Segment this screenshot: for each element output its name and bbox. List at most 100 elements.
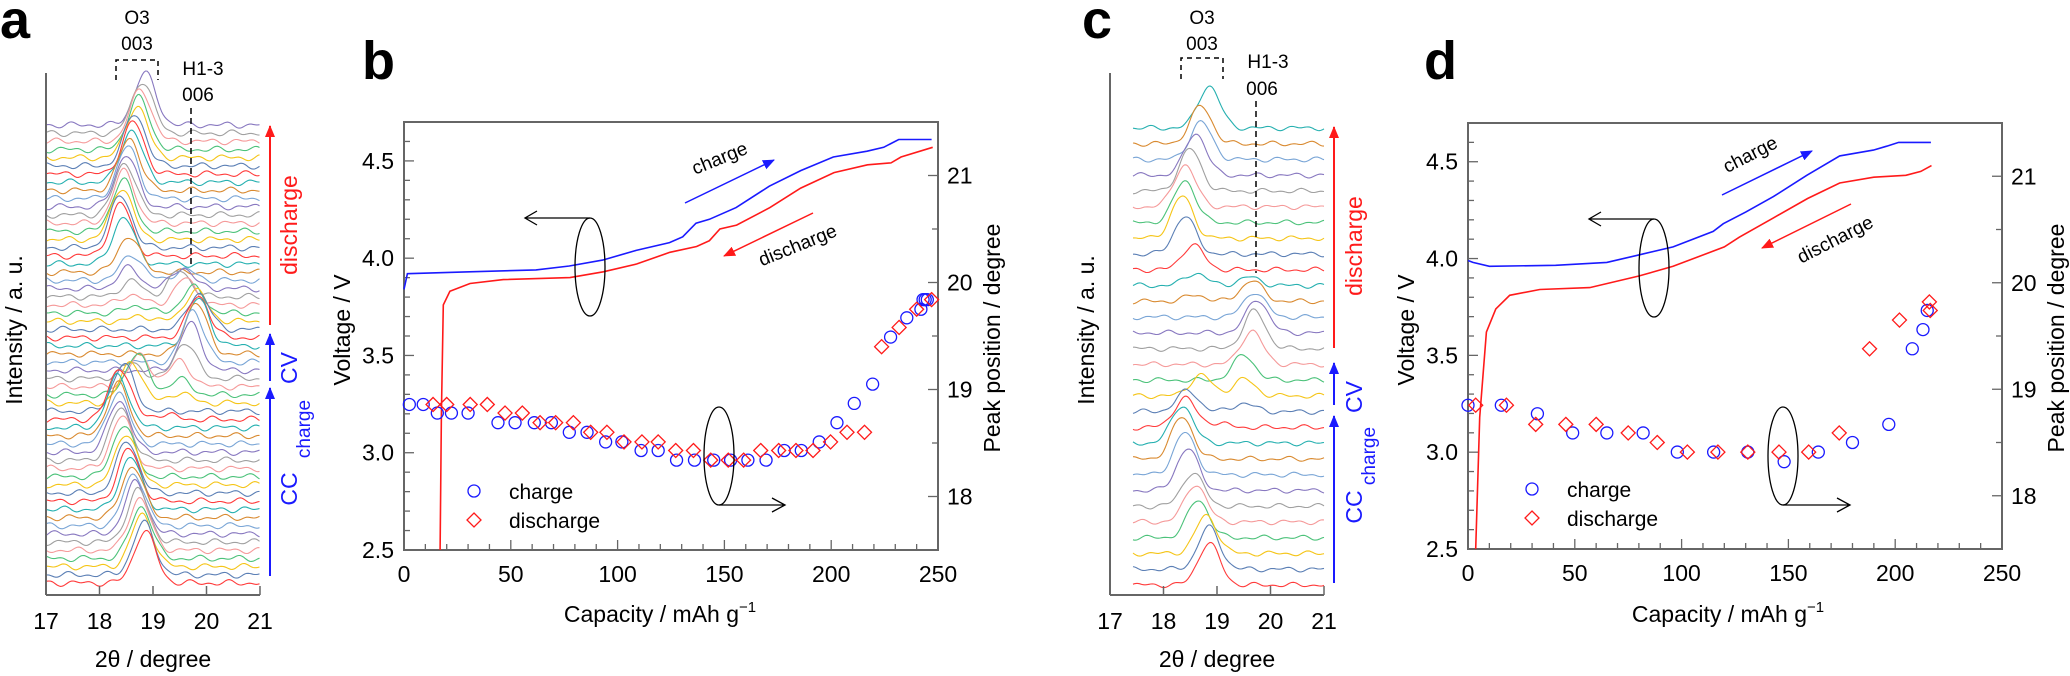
xrd-trace (1133, 195, 1325, 242)
y-tick-label: 4.5 (1426, 149, 1458, 175)
panel-label-d: d (1424, 31, 1457, 91)
xrd-trace (45, 447, 260, 506)
stage-cv-label: CV (1341, 380, 1367, 413)
peak-discharge-point (599, 424, 615, 441)
peak-charge-point (416, 397, 430, 412)
xrd-trace (45, 352, 260, 391)
x-tick-label: 0 (1462, 560, 1475, 586)
xrd-trace (45, 407, 260, 465)
x-tick-label: 21 (1311, 608, 1337, 634)
peak-discharge-point (735, 452, 752, 469)
xrd-trace (45, 83, 260, 138)
xrd-trace (45, 287, 260, 326)
peak-charge-point (687, 453, 702, 467)
peak-discharge-point (532, 414, 548, 431)
xrd-trace (45, 264, 260, 293)
x-tick-label: 0 (398, 561, 411, 587)
xrd-trace (45, 497, 260, 555)
xrd-trace (45, 441, 260, 497)
peak-charge-point (1461, 398, 1475, 412)
peak-charge-point (794, 443, 808, 458)
xrd-trace (45, 292, 260, 333)
xrd-trace (45, 297, 260, 350)
x-tick-label: 250 (1983, 560, 2021, 586)
xrd-trace (45, 216, 260, 268)
xrd-trace (45, 120, 260, 178)
xrd-trace (1132, 164, 1325, 211)
xrd-trace (1132, 431, 1325, 478)
o3-label: O3 (124, 8, 149, 29)
peak-position-axis-label: Peak position / degree (979, 224, 1005, 453)
peak-charge-point (812, 435, 826, 449)
peak-discharge-point (514, 405, 531, 421)
xrd-trace (1132, 448, 1325, 494)
xrd-trace (45, 255, 260, 284)
voltage-discharge-curve (1474, 164, 1932, 550)
xrd-trace (45, 156, 260, 211)
peak-charge-point (669, 453, 684, 467)
right-axis-pointer-arrow (719, 497, 787, 513)
xrd-trace (1132, 120, 1325, 163)
xrd-trace (1132, 417, 1325, 462)
peak-charge-point (1494, 398, 1508, 412)
discharge-direction-arrow (723, 212, 814, 257)
xrd-trace (1132, 472, 1325, 510)
peak-discharge-point (1800, 444, 1817, 461)
stage-discharge-label: discharge (1341, 196, 1367, 296)
peak-charge-point (707, 453, 721, 467)
legend-discharge-marker (466, 512, 482, 528)
peak-discharge-point (650, 434, 667, 450)
peak-charge-point (865, 377, 880, 391)
right-axis-pointer-arrow (1783, 497, 1852, 513)
y-tick-label: 3.5 (362, 342, 394, 368)
xrd-trace (45, 369, 260, 424)
peak-discharge-point (1467, 397, 1484, 414)
plot-frame (403, 121, 939, 551)
peak-charge-point (598, 435, 613, 449)
xrd-trace (45, 344, 260, 383)
o3-range-bracket (115, 59, 159, 80)
peak-charge-point (1636, 426, 1650, 440)
xrd-trace (45, 88, 260, 146)
peak-charge-point (580, 425, 594, 439)
peak-charge-point (1706, 445, 1721, 459)
xrd-trace (1132, 133, 1325, 179)
x-axis-label: 2θ / degree (95, 646, 211, 672)
xrd-trace (46, 519, 260, 579)
peak-charge-point (461, 406, 475, 420)
peak-discharge-point (1709, 444, 1726, 461)
xrd-trace (45, 277, 260, 309)
xrd-trace (1132, 293, 1325, 321)
xrd-trace (45, 201, 260, 260)
xrd-trace (1132, 300, 1325, 337)
y-axis-label: Intensity / a. u. (1, 255, 27, 405)
peak-discharge-point (891, 319, 908, 336)
x-tick-label: 250 (919, 561, 957, 587)
peak-charge-point (777, 443, 791, 458)
voltage-charge-curve (1467, 141, 1931, 268)
y-tick-label: 3.5 (1426, 342, 1458, 368)
x-tick-label: 50 (1562, 560, 1588, 586)
xrd-trace (45, 137, 260, 195)
h13-006-label: 006 (1246, 79, 1278, 100)
peak-discharge-point (873, 338, 890, 355)
panel-label-a: a (0, 0, 31, 50)
o3-label: O3 (1189, 8, 1214, 29)
xrd-trace (45, 380, 260, 440)
x-tick-label: 19 (140, 608, 166, 634)
peak-discharge-point (438, 396, 455, 413)
peak-charge-point (883, 330, 898, 344)
xrd-trace (1132, 243, 1325, 274)
capacity-axis-label-text: Capacity / mAh g (564, 601, 739, 627)
x-tick-label: 200 (812, 561, 850, 587)
xrd-trace (1132, 104, 1325, 147)
xrd-trace (45, 362, 260, 416)
peak-charge-point (1916, 322, 1930, 337)
panel-d-voltage-peak-plot: 0 50 100 150 200 250 2.5 3.0 3.5 4.0 4.5 18 19 20 21 c… (1393, 122, 2069, 627)
xrd-trace (1132, 280, 1324, 305)
peak-discharge-point (1831, 424, 1848, 441)
xrd-trace (1132, 272, 1325, 289)
y-tick-label: 3.0 (362, 440, 394, 466)
stage-cv-label: CV (276, 351, 302, 384)
stage-cc-label: CC (276, 472, 302, 505)
